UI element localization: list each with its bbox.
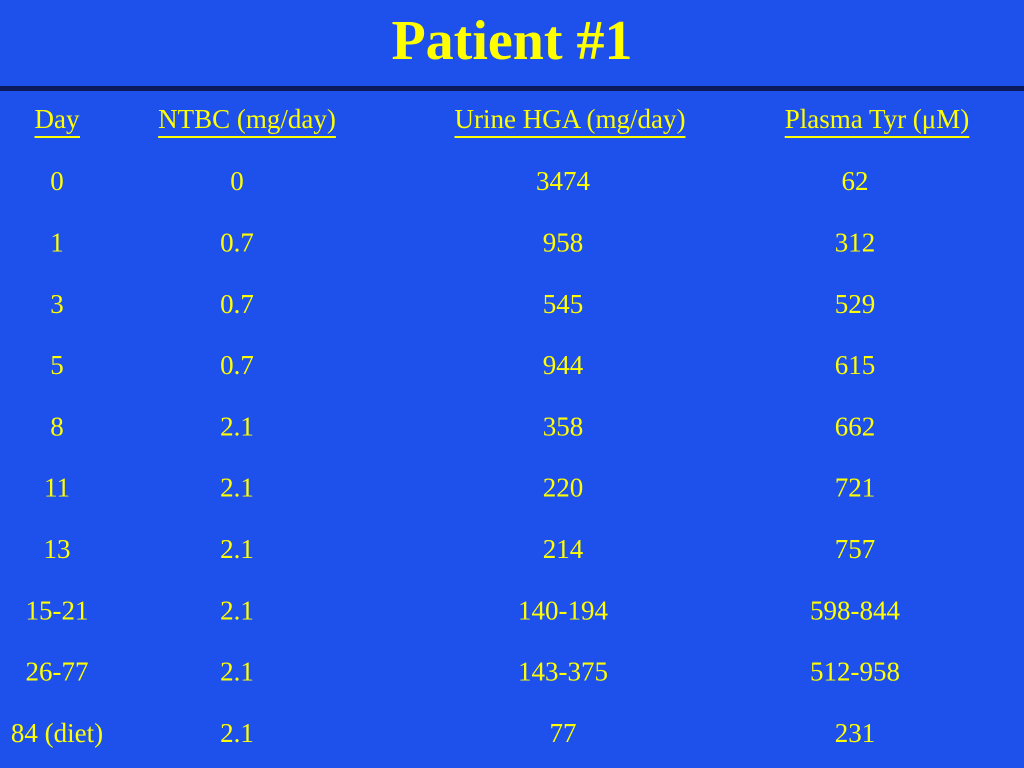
table-cell: 545 — [543, 289, 584, 319]
table-cell: 220 — [543, 473, 584, 503]
table-cell: 84 (diet) — [11, 718, 103, 748]
table-cell: 2.1 — [220, 411, 254, 441]
table-cell: 0 — [230, 166, 244, 196]
table-cell: 5 — [50, 350, 64, 380]
table-cell: 62 — [842, 166, 869, 196]
table-cell: 2.1 — [220, 473, 254, 503]
table-cell: 944 — [543, 350, 584, 380]
table-cell: 1 — [50, 228, 64, 258]
table-cell: 0.7 — [220, 289, 254, 319]
header-underline — [454, 136, 686, 138]
table-cell: 13 — [44, 534, 71, 564]
table-cell: 958 — [543, 228, 584, 258]
column-header: Plasma Tyr (μM) — [785, 104, 970, 134]
table: Day NTBC (mg/day) Urine HGA (mg/day) Plasma… — [11, 104, 970, 748]
column-header: Urine HGA (mg/day) — [455, 104, 686, 134]
column-header: NTBC (mg/day) — [158, 104, 336, 134]
table-cell: 757 — [835, 534, 876, 564]
table-cell: 721 — [835, 473, 876, 503]
table-cell: 143-375 — [518, 657, 608, 687]
table-cell: 8 — [50, 411, 64, 441]
table-cell: 0.7 — [220, 228, 254, 258]
table-cell: 11 — [44, 473, 70, 503]
table-cell: 512-958 — [810, 657, 900, 687]
table-cell: 3 — [50, 289, 64, 319]
table-cell: 3474 — [536, 166, 591, 196]
table-cell: 598-844 — [810, 595, 900, 625]
header-underline — [784, 136, 970, 138]
table-cell: 2.1 — [220, 718, 254, 748]
column-header: Day — [35, 104, 80, 134]
table-cell: 529 — [835, 289, 876, 319]
table-cell: 26-77 — [26, 657, 89, 687]
table-cell: 358 — [543, 411, 584, 441]
header-underline — [158, 136, 336, 138]
slide-title: Patient #1 — [391, 10, 632, 72]
table-cell: 15-21 — [26, 595, 89, 625]
table-cell: 2.1 — [220, 595, 254, 625]
table-cell: 214 — [543, 534, 584, 564]
table-cell: 312 — [835, 228, 876, 258]
table-cell: 615 — [835, 350, 876, 380]
table-cell: 77 — [550, 718, 577, 748]
header-underline — [34, 136, 80, 138]
table-cell: 0 — [50, 166, 64, 196]
table-cell: 0.7 — [220, 350, 254, 380]
table-cell: 662 — [835, 411, 876, 441]
table-cell: 140-194 — [518, 595, 608, 625]
table-cell: 231 — [835, 718, 876, 748]
table-cell: 2.1 — [220, 534, 254, 564]
table-cell: 2.1 — [220, 657, 254, 687]
title-rule — [0, 86, 1024, 91]
